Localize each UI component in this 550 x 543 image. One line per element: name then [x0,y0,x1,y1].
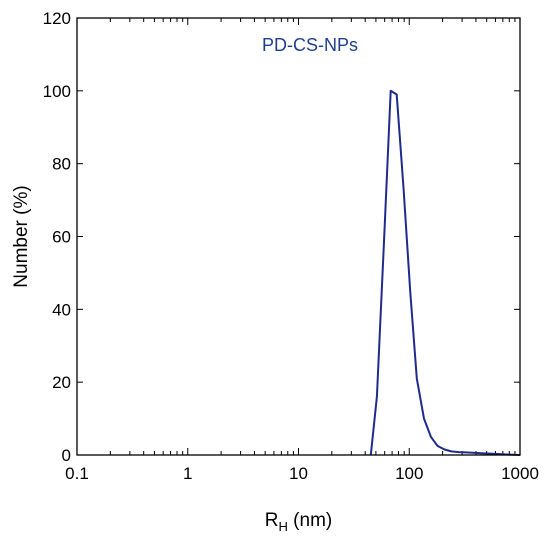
x-tick-label: 1000 [501,464,539,483]
y-tick-label: 20 [52,373,71,392]
y-tick-label: 120 [43,9,71,28]
y-tick-label: 80 [52,155,71,174]
x-tick-label: 100 [395,464,423,483]
x-axis-title: RH (nm) [265,510,332,534]
plot-frame [76,17,521,456]
x-axis-title-unit: (nm) [288,510,332,531]
y-tick-label: 100 [43,82,71,101]
x-tick-label: 1 [183,464,192,483]
axis-ticks [76,17,521,456]
y-axis-title: Number (%) [11,185,32,287]
x-axis-title-subscript: H [279,519,288,534]
y-tick-label: 40 [52,300,71,319]
x-axis-title-main: R [265,510,279,531]
x-tick-label: 10 [289,464,308,483]
series-label: PD-CS-NPs [262,35,358,55]
y-tick-label: 60 [52,228,71,247]
series-line [369,89,521,456]
x-tick-label: 0.1 [65,464,89,483]
tick-labels: 0 20 40 60 80 100 120 0.1 1 10 100 1000 [43,9,539,483]
series-group [369,89,521,456]
y-tick-label: 0 [62,446,71,465]
